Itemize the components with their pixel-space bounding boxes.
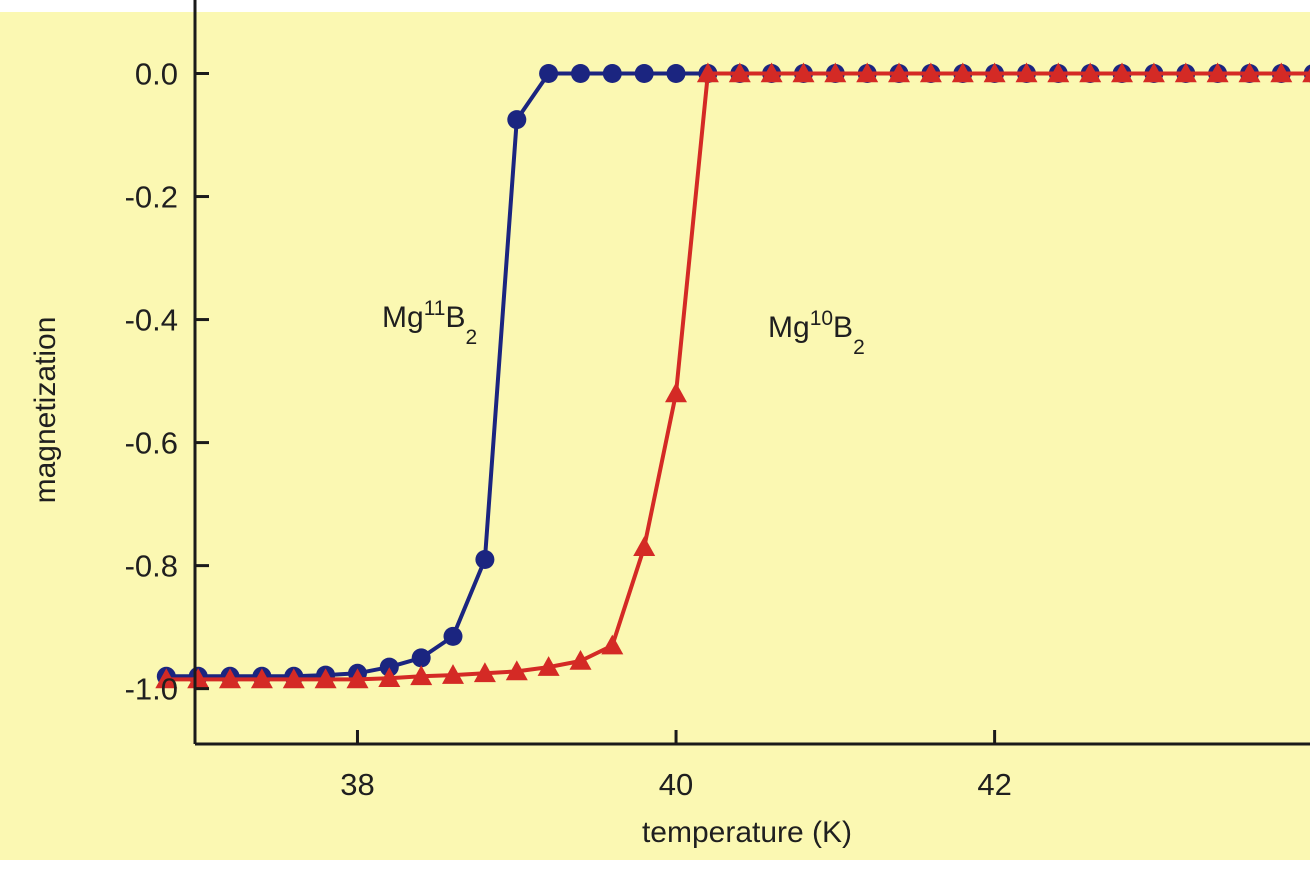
data-point <box>888 62 910 83</box>
series-label-mg10b2-sup: 10 <box>810 307 833 330</box>
y-tick-label: 0.0 <box>135 57 178 92</box>
data-point <box>696 62 719 83</box>
data-point <box>633 536 656 556</box>
series-label-mg11b2-mid: B <box>446 301 466 334</box>
data-point <box>314 668 337 689</box>
series-label-mg10b2-base: Mg <box>768 311 810 344</box>
series-label-mg10b2: Mg10B2 <box>768 307 865 359</box>
x-axis-label: temperature (K) <box>642 816 852 849</box>
data-point <box>1174 62 1197 83</box>
data-point <box>824 62 847 83</box>
series-layer <box>155 62 1310 689</box>
series-1 <box>155 62 1310 689</box>
data-point <box>602 64 622 83</box>
data-point <box>1015 62 1038 83</box>
y-tick-label: -0.6 <box>125 426 178 461</box>
data-point <box>792 62 815 83</box>
data-point <box>666 64 686 83</box>
data-point <box>442 664 464 684</box>
series-label-mg11b2-sup: 11 <box>424 297 446 320</box>
data-point <box>1111 62 1133 83</box>
data-point <box>1302 68 1310 83</box>
x-tick-label: 38 <box>340 767 374 802</box>
y-tick-label: -0.8 <box>125 549 178 584</box>
series-label-mg10b2-sub: 2 <box>853 336 865 359</box>
series-label-mg10b2-mid: B <box>833 311 853 344</box>
series-label-mg11b2-base: Mg <box>382 301 424 334</box>
data-point <box>539 64 559 83</box>
data-point <box>634 64 654 83</box>
x-tick-label: 40 <box>659 767 693 802</box>
data-point <box>507 110 527 130</box>
data-point <box>856 62 879 83</box>
data-point <box>475 550 495 569</box>
data-point <box>571 64 590 83</box>
axes-layer: 0.0 -0.2 -0.4 -0.6 -0.8 -1.0 38 40 42 <box>125 0 1310 802</box>
data-point <box>665 382 687 403</box>
data-point <box>983 62 1006 83</box>
data-point <box>219 668 241 689</box>
data-point <box>443 626 463 646</box>
data-point <box>378 667 401 687</box>
data-point <box>155 668 178 689</box>
y-axis-label: magnetization <box>29 317 62 504</box>
data-point <box>1270 62 1293 83</box>
data-point <box>379 657 399 677</box>
data-point <box>505 660 528 681</box>
data-point <box>728 62 751 83</box>
data-point <box>282 668 305 689</box>
data-point <box>1047 62 1070 83</box>
data-point <box>250 668 273 689</box>
data-point <box>346 668 369 689</box>
data-point <box>919 62 942 83</box>
data-point <box>601 634 624 655</box>
data-point <box>569 650 592 670</box>
y-tick-label: -1.0 <box>125 672 178 707</box>
data-point <box>1238 62 1261 83</box>
x-tick-label: 42 <box>977 767 1011 802</box>
data-point <box>1142 62 1165 83</box>
data-point <box>473 662 496 683</box>
series-label-mg11b2: Mg11B2 <box>382 297 477 349</box>
data-point <box>1079 62 1102 83</box>
series-label-mg11b2-sub: 2 <box>466 326 478 349</box>
y-tick-label: -0.4 <box>125 303 178 338</box>
data-point <box>410 665 433 686</box>
data-point <box>760 62 783 83</box>
data-point <box>951 62 974 83</box>
data-point <box>187 668 210 689</box>
data-point <box>537 656 560 676</box>
data-point <box>1206 62 1229 83</box>
data-point <box>411 648 431 668</box>
chart-background <box>0 12 1310 860</box>
y-tick-label: -0.2 <box>125 180 178 215</box>
